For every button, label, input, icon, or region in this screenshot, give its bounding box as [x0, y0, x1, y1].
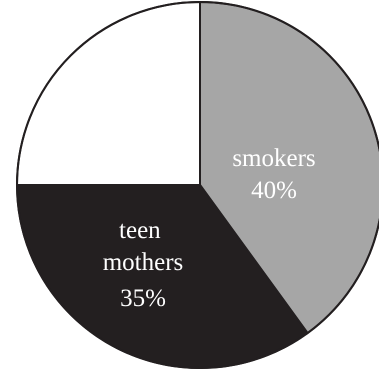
pie-slices — [15, 0, 379, 369]
slice-label-teen-mothers: teen mothers — [103, 217, 184, 276]
slice-value-smokers: 40% — [251, 177, 297, 204]
slice-label-smokers: smokers — [232, 145, 315, 172]
slice-value-teen-mothers: 35% — [120, 285, 166, 312]
pie-outline — [16, 1, 379, 369]
pie-slice-unlabeled — [15, 0, 201, 186]
